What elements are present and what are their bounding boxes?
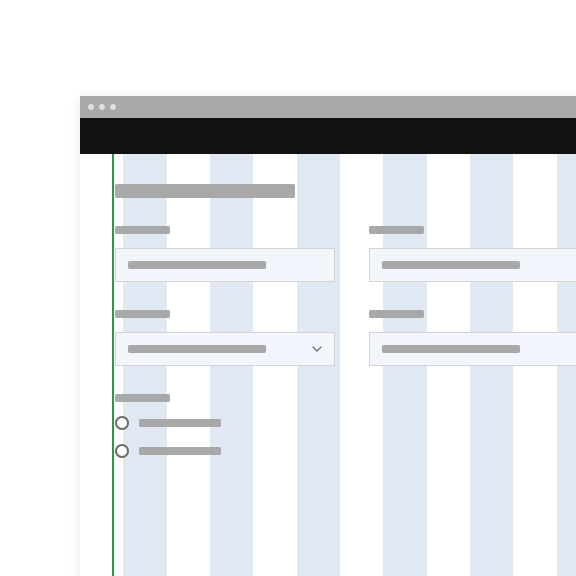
browser-window — [80, 96, 576, 576]
field-label — [115, 310, 170, 318]
input-value — [128, 261, 266, 269]
window-titlebar — [80, 96, 576, 118]
window-control-min[interactable] — [99, 104, 105, 110]
input-value — [382, 345, 520, 353]
form-row — [115, 226, 576, 282]
form-row — [115, 310, 576, 366]
radio-group — [115, 394, 576, 458]
app-header — [80, 118, 576, 154]
text-input[interactable] — [369, 332, 576, 366]
window-control-max[interactable] — [110, 104, 116, 110]
accent-left-rail — [112, 154, 114, 576]
chevron-down-icon — [312, 344, 322, 354]
radio-icon — [115, 444, 129, 458]
radio-option-label — [139, 419, 221, 427]
form-heading — [115, 184, 295, 198]
form-field — [115, 226, 335, 282]
radio-group-label — [115, 394, 170, 402]
form-field — [115, 310, 335, 366]
radio-icon — [115, 416, 129, 430]
text-input[interactable] — [369, 248, 576, 282]
field-label — [115, 226, 170, 234]
field-label — [369, 226, 424, 234]
window-control-close[interactable] — [88, 104, 94, 110]
input-value — [382, 261, 520, 269]
text-input[interactable] — [115, 248, 335, 282]
radio-option[interactable] — [115, 444, 576, 458]
radio-option-label — [139, 447, 221, 455]
form-field — [369, 310, 576, 366]
radio-option[interactable] — [115, 416, 576, 430]
select-input[interactable] — [115, 332, 335, 366]
field-label — [369, 310, 424, 318]
form-field — [369, 226, 576, 282]
content-area — [80, 154, 576, 576]
input-value — [128, 345, 266, 353]
form — [115, 154, 576, 472]
